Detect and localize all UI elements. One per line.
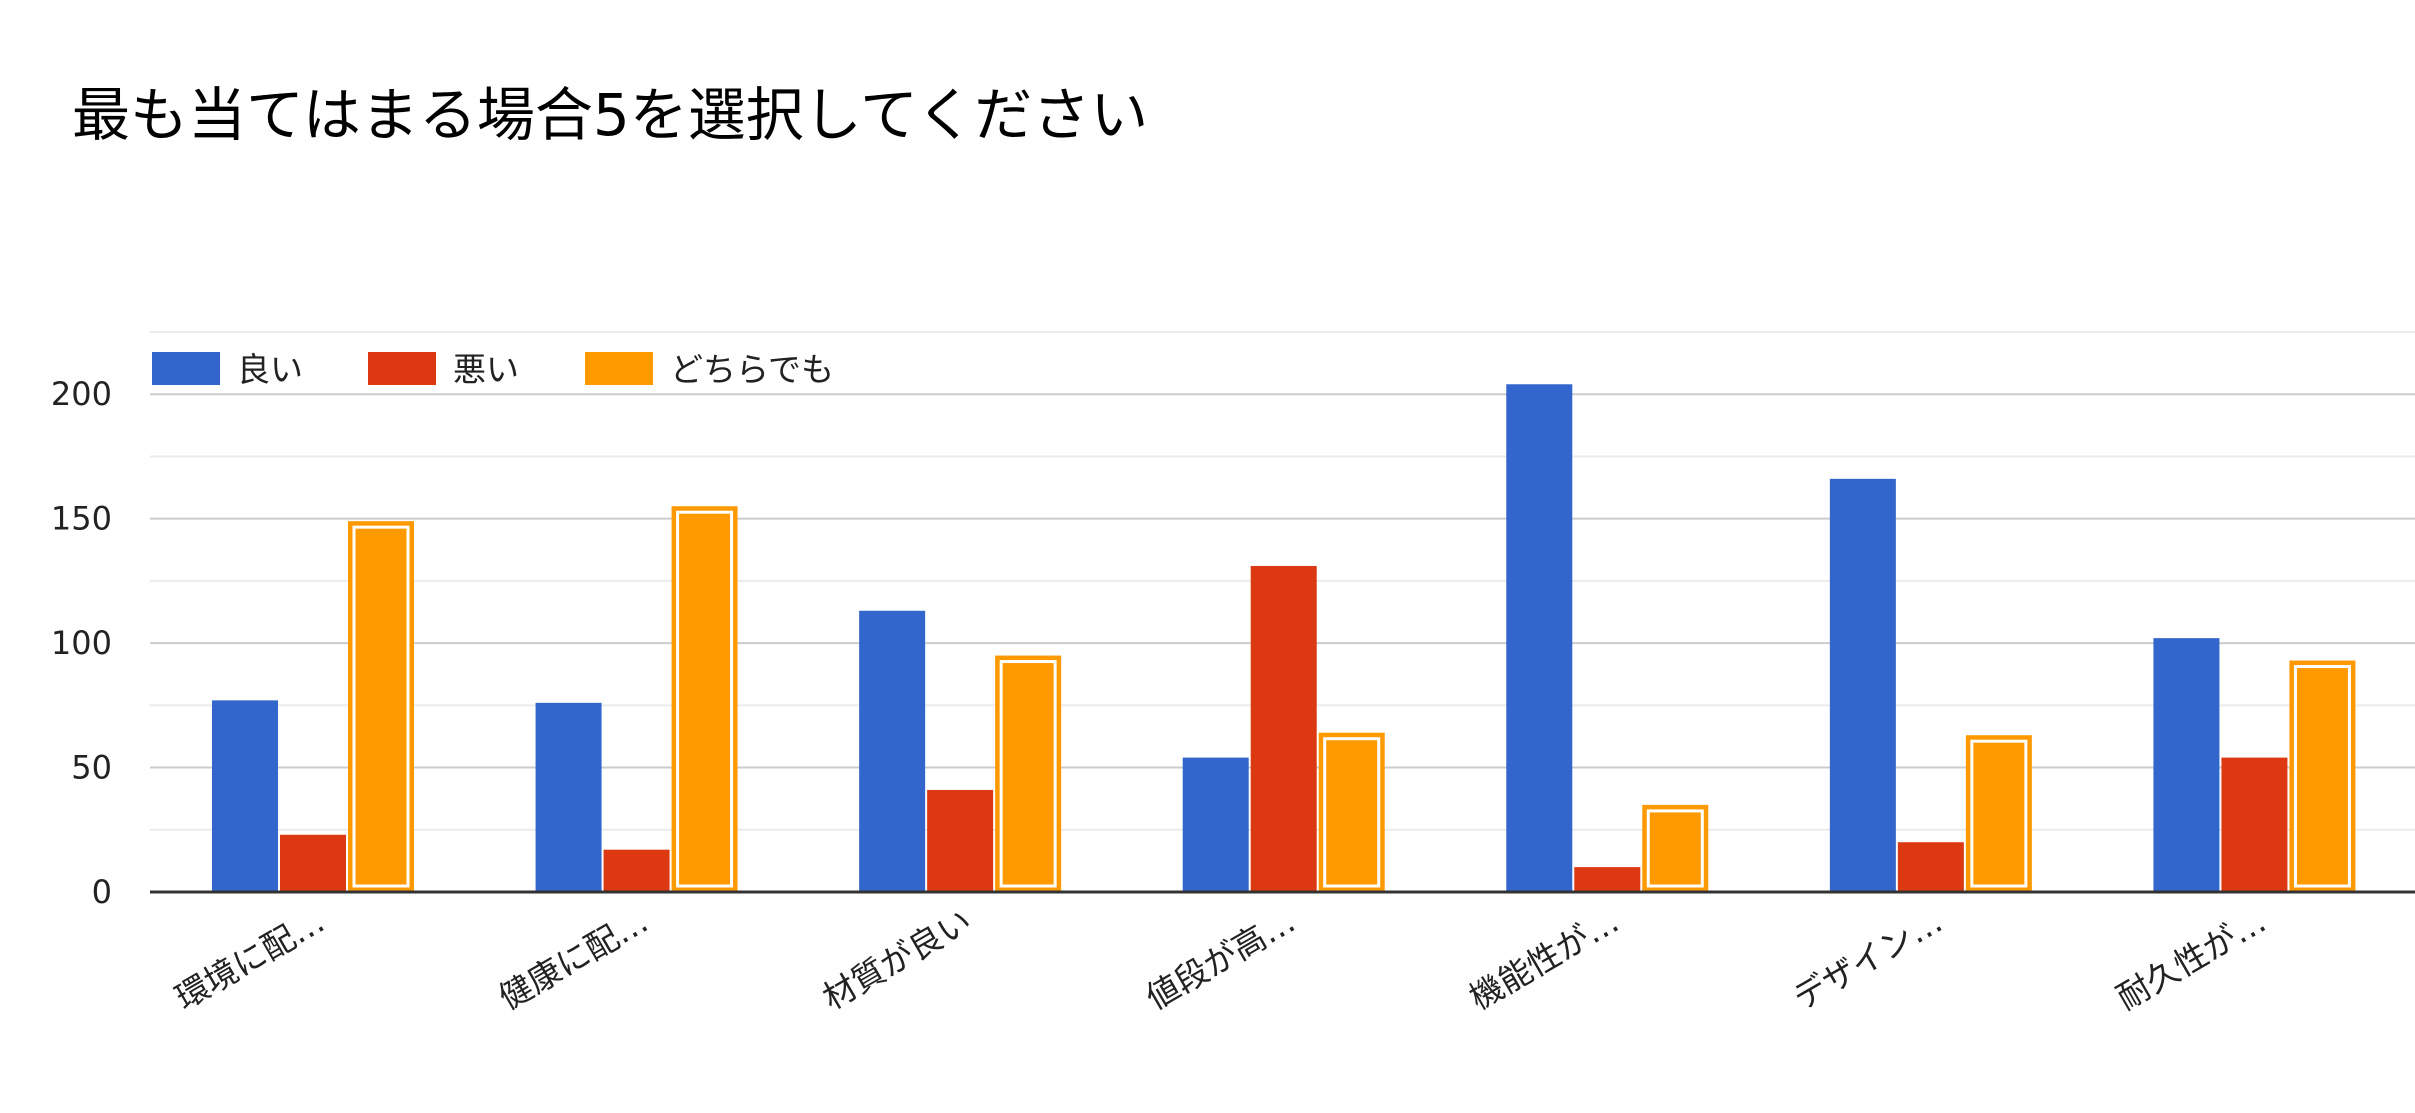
bar-good (535, 702, 602, 892)
x-tick-label: 健康に配… (492, 901, 654, 1017)
bar-highlight-outline (1970, 739, 2028, 888)
bar-either (671, 506, 738, 892)
bar-bad (927, 789, 994, 892)
bar-bad (1250, 565, 1317, 892)
bar-either (995, 655, 1062, 892)
bars (212, 384, 2356, 892)
bar-good (212, 700, 278, 892)
x-tick-label: 機能性が… (1463, 901, 1625, 1017)
bar-good (1182, 757, 1249, 892)
bar-bad (280, 834, 346, 892)
x-tick-label: デザイン… (1786, 901, 1948, 1017)
x-tick-label: 環境に配… (169, 901, 331, 1017)
y-tick-label: 100 (51, 624, 112, 662)
y-tick-label: 150 (51, 500, 112, 538)
legend-swatch (152, 352, 220, 385)
bar-highlight-outline (352, 525, 410, 888)
y-tick-label: 50 (71, 749, 112, 787)
bar-bad (1574, 867, 1641, 892)
bar-highlight-outline (999, 660, 1057, 888)
x-tick-label: 耐久性が… (2110, 901, 2272, 1017)
bar-highlight-outline (2293, 665, 2351, 888)
y-tick-label: 0 (92, 873, 112, 911)
legend-label: どちらでも (670, 350, 834, 389)
bar-bad (603, 849, 670, 892)
x-tick-label: 値段が高… (1139, 901, 1301, 1017)
bar-either (1965, 735, 2032, 892)
legend: 良い 悪い どちらでも (152, 350, 834, 389)
bar-either (348, 521, 414, 892)
legend-swatch (368, 352, 436, 385)
legend-swatch (585, 352, 653, 385)
bar-bad (2221, 757, 2288, 892)
bar-either (2289, 660, 2356, 892)
legend-label: 悪い (453, 350, 519, 389)
chart-title: 最も当てはまる場合5を選択してください (72, 81, 1149, 149)
bar-either (1642, 804, 1709, 892)
x-tick-label: 材質が良い (816, 901, 978, 1017)
bar-good (2153, 638, 2220, 892)
bar-good (1506, 384, 1573, 892)
bar-highlight-outline (676, 510, 734, 888)
legend-label: 良い (237, 350, 303, 389)
bar-highlight-outline (1646, 809, 1704, 888)
y-tick-label: 200 (51, 375, 112, 413)
bar-highlight-outline (1323, 737, 1381, 888)
bar-good (859, 610, 926, 892)
bar-bad (1897, 842, 1964, 892)
bar-either (1318, 732, 1385, 892)
bar-good (1829, 478, 1896, 892)
